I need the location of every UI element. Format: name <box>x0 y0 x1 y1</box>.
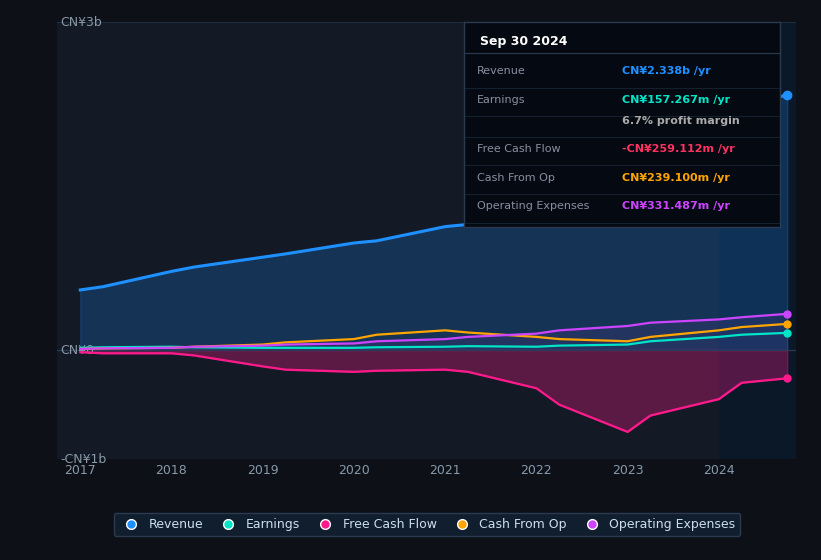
Text: CN¥157.267m /yr: CN¥157.267m /yr <box>622 95 730 105</box>
Text: CN¥239.100m /yr: CN¥239.100m /yr <box>622 172 730 183</box>
Text: CN¥3b: CN¥3b <box>60 16 102 29</box>
Text: Operating Expenses: Operating Expenses <box>476 202 589 211</box>
Text: 6.7% profit margin: 6.7% profit margin <box>622 115 740 125</box>
Text: CN¥2.338b /yr: CN¥2.338b /yr <box>622 67 711 77</box>
Text: CN¥331.487m /yr: CN¥331.487m /yr <box>622 202 730 211</box>
Text: CN¥0: CN¥0 <box>60 343 94 357</box>
Text: Earnings: Earnings <box>476 95 525 105</box>
Text: -CN¥259.112m /yr: -CN¥259.112m /yr <box>622 144 735 154</box>
Text: Cash From Op: Cash From Op <box>476 172 554 183</box>
Text: Revenue: Revenue <box>476 67 525 77</box>
Text: Free Cash Flow: Free Cash Flow <box>476 144 560 154</box>
Text: -CN¥1b: -CN¥1b <box>60 452 107 466</box>
Text: Sep 30 2024: Sep 30 2024 <box>479 35 567 48</box>
Legend: Revenue, Earnings, Free Cash Flow, Cash From Op, Operating Expenses: Revenue, Earnings, Free Cash Flow, Cash … <box>113 513 741 536</box>
Bar <box>719 22 796 459</box>
